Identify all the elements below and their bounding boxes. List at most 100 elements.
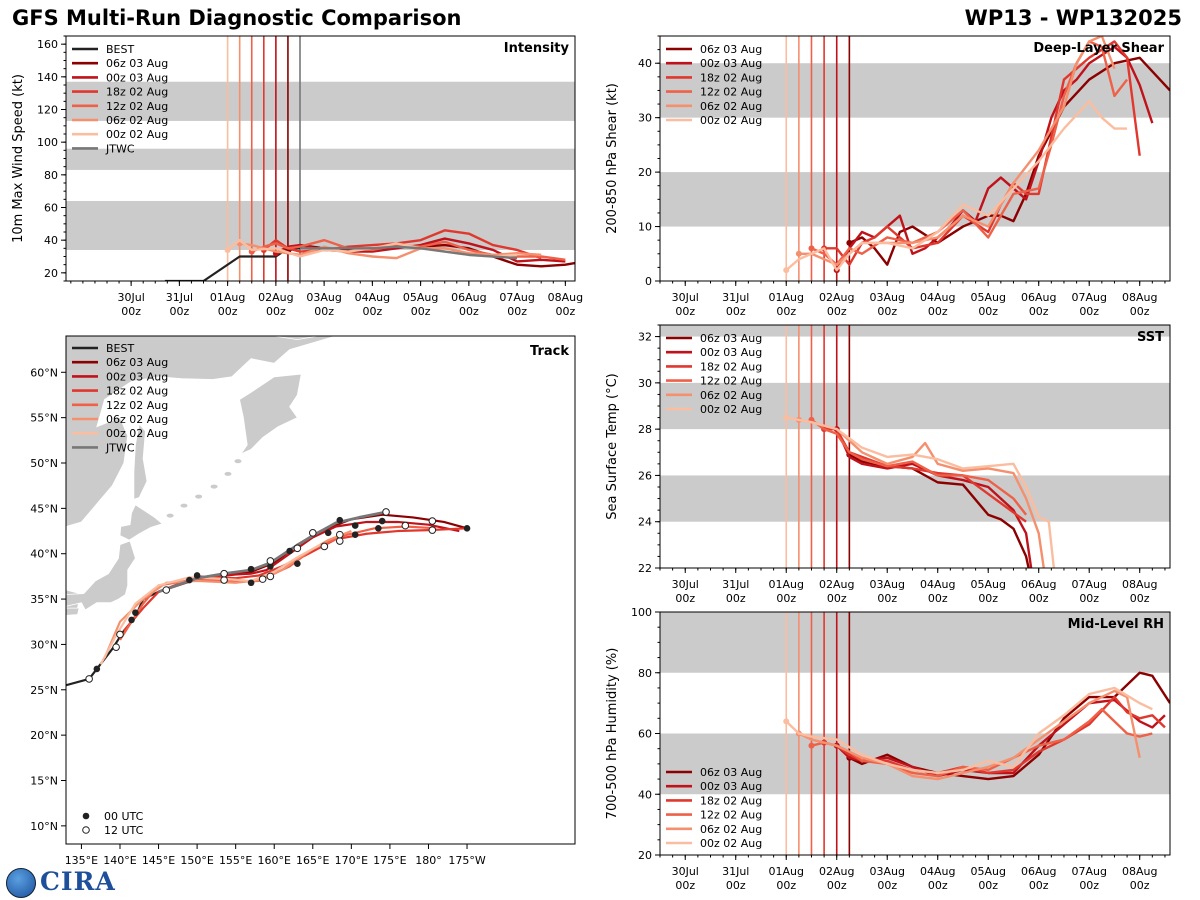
x-tick-label: 08Aug [548, 291, 583, 304]
x-tick-label: 08Aug [1122, 865, 1157, 878]
x-tick-sublabel: 00z [877, 879, 897, 892]
kuril-island [224, 471, 232, 476]
track-point-12utc [112, 643, 120, 651]
plot-area [660, 612, 1170, 855]
x-tick-label: 150°E [180, 854, 213, 867]
x-tick-label: 135°E [65, 854, 98, 867]
x-tick-label: 160°E [258, 854, 291, 867]
legend-label: JTWC [105, 441, 135, 454]
track-18z-02-aug [123, 527, 468, 632]
x-tick-sublabel: 00z [928, 305, 948, 318]
legend-label: 00z 03 Aug [700, 346, 762, 359]
y-tick-label: 22 [638, 562, 652, 575]
arctic-coast-land [274, 336, 415, 341]
track-00z-03-aug [158, 520, 460, 593]
x-tick-sublabel: 00z [726, 879, 746, 892]
x-tick-label: 02Aug [819, 578, 854, 591]
shade-band [660, 63, 1170, 118]
plot-frame [659, 324, 1171, 569]
kuril-island [234, 459, 242, 464]
track-point-00utc [378, 517, 386, 525]
x-tick-sublabel: 00z [978, 879, 998, 892]
x-tick-sublabel: 00z [675, 879, 695, 892]
track-point-12utc [308, 529, 317, 537]
series-00z-02-aug [785, 686, 1153, 775]
x-tick-sublabel: 00z [1029, 592, 1049, 605]
legend-label: 06z 03 Aug [106, 57, 168, 70]
legend-label: 00 UTC [104, 810, 144, 823]
legend-label: 06z 02 Aug [106, 114, 168, 127]
x-tick-label: 03Aug [306, 291, 341, 304]
kamchatka-land [239, 373, 302, 455]
plot-area [660, 325, 1170, 568]
track-point-12utc [335, 537, 344, 545]
y-tick-label: 28 [638, 423, 652, 436]
kuril-island [180, 503, 188, 508]
x-tick-label: 30Jul [672, 291, 699, 304]
track-point-00utc [351, 522, 359, 529]
x-tick-sublabel: 00z [507, 305, 527, 318]
track-point-12utc [85, 675, 93, 683]
x-tick-label: 01Aug [210, 291, 245, 304]
x-tick-label: 31Jul [722, 865, 749, 878]
track-point-00utc [294, 560, 301, 567]
y-tick-label: 24 [638, 516, 652, 529]
legend-label: 00z 02 Aug [106, 427, 168, 440]
track-point-12utc [266, 557, 275, 565]
x-tick-label: 30Jul [672, 865, 699, 878]
legend-label: BEST [106, 342, 134, 355]
track-point-12utc [428, 517, 437, 525]
legend-label: 12 UTC [104, 824, 144, 837]
plot-area [660, 36, 1170, 281]
legend-label: 00z 03 Aug [106, 370, 168, 383]
shikoku-land [66, 607, 80, 616]
x-tick-sublabel: 00z [827, 305, 847, 318]
page-title: GFS Multi-Run Diagnostic Comparison [12, 6, 462, 30]
x-tick-label: 06Aug [1021, 865, 1056, 878]
x-tick-label: 175°E [373, 854, 406, 867]
legend-label: BEST [106, 43, 134, 56]
y-tick-label: 50°N [30, 457, 58, 470]
x-tick-sublabel: 00z [776, 879, 796, 892]
map-area [66, 336, 471, 687]
y-axis-label: 700-500 hPa Humidity (%) [605, 648, 620, 820]
y-tick-label: 60 [44, 202, 58, 215]
track-point-12utc [428, 526, 437, 534]
legend-marker-00utc [82, 812, 90, 820]
x-tick-label: 170°E [335, 854, 368, 867]
x-tick-sublabel: 00z [978, 592, 998, 605]
x-tick-sublabel: 00z [1079, 305, 1099, 318]
panel-title: Mid-Level RH [1068, 617, 1164, 632]
y-tick-label: 80 [44, 169, 58, 182]
x-tick-label: 05Aug [970, 865, 1005, 878]
x-tick-label: 07Aug [1071, 578, 1106, 591]
series-start-point [783, 718, 790, 725]
track-point-00utc [267, 563, 274, 570]
y-tick-label: 0 [645, 275, 652, 288]
legend-label: 06z 02 Aug [106, 413, 168, 426]
track-point-00utc [463, 525, 471, 532]
legend-label: 00z 02 Aug [700, 837, 762, 850]
x-tick-sublabel: 00z [1130, 879, 1150, 892]
x-tick-sublabel: 00z [1130, 592, 1150, 605]
x-tick-label: 05Aug [970, 578, 1005, 591]
track-point-00utc [324, 529, 332, 537]
y-tick-label: 100 [631, 606, 652, 619]
y-tick-label: 20 [638, 849, 652, 862]
track-point-12utc [293, 544, 302, 553]
x-tick-label: 180° [415, 854, 442, 867]
y-tick-label: 10 [638, 221, 652, 234]
x-tick-sublabel: 00z [675, 305, 695, 318]
series-00z-02-aug [786, 416, 1056, 568]
track-point-00utc [93, 665, 101, 673]
track-point-12utc [401, 521, 410, 530]
series-start-point [783, 267, 790, 274]
track-point-12utc [266, 572, 275, 581]
x-tick-label: 08Aug [1122, 291, 1157, 304]
track-point-00utc [286, 547, 293, 555]
